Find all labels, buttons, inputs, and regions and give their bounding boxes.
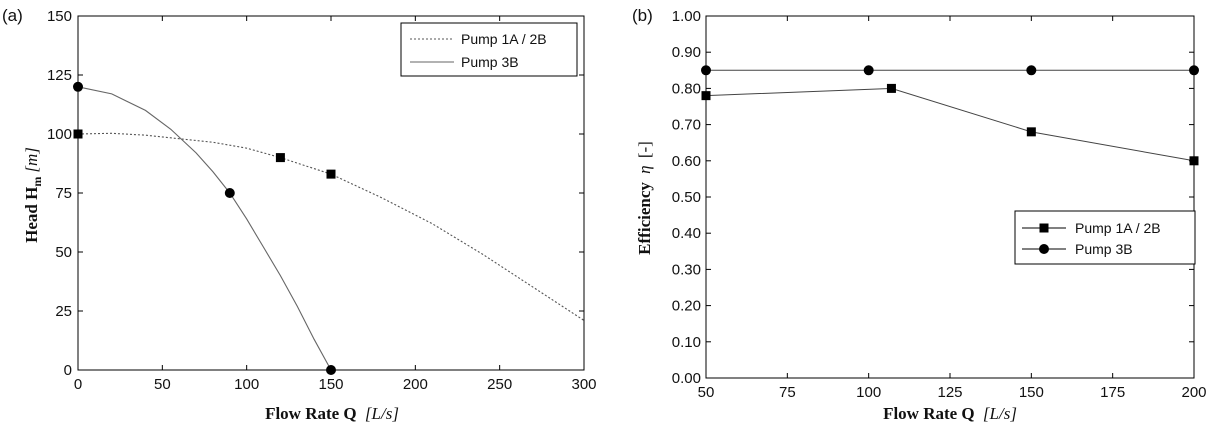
panel-a-series: [73, 81, 585, 375]
panel-b-ylabel: Efficiency η [-]: [635, 141, 654, 255]
panel-b-legend-circle-marker: [1039, 244, 1049, 254]
data-point-pump-1a-2b: [73, 129, 83, 139]
panel-b-ytick-label: 0.40: [672, 225, 701, 242]
panel-a-legend: Pump 1A / 2B Pump 3B: [400, 22, 578, 77]
panel-b-ytick-label: 0.50: [672, 189, 701, 206]
panel-a-ticks: [77, 15, 585, 371]
panel-b-ytick-label: 0.30: [672, 261, 701, 278]
panel-a-xlabel: Flow Rate Q [L/s]: [265, 404, 399, 423]
panel-a-legend-label-pump-1a-2b: Pump 1A / 2B: [461, 31, 547, 47]
panel-a-xtick-label: 0: [74, 376, 82, 393]
panel-a-legend-label-pump-3b: Pump 3B: [461, 54, 519, 70]
panel-b-xtick-label: 175: [1100, 384, 1125, 401]
panel-b-ytick-label: 0.90: [672, 44, 701, 61]
panel-a-label: (a): [2, 6, 23, 25]
data-point-pump-3b: [863, 65, 874, 76]
panel-a-ytick-label: 150: [47, 8, 72, 25]
series-line-pump-1a-2b: [705, 87, 1195, 162]
data-point-pump-1a-2b: [886, 83, 896, 93]
panel-a-tick-labels: 0 50 100 150 200 250 300 0 25 50 75 100 125 150: [47, 8, 597, 393]
panel-b-xtick-label: 125: [937, 384, 962, 401]
data-point-pump-3b: [701, 65, 711, 76]
panel-b-ytick-label: 0.70: [672, 117, 701, 134]
series-line-pump-3b: [77, 86, 332, 371]
panel-b-legend-label-pump-3b: Pump 3B: [1075, 241, 1133, 257]
panel-b-ytick-label: 0.00: [672, 370, 701, 387]
panel-a-xtick-label: 150: [318, 376, 343, 393]
data-point-pump-1a-2b: [275, 153, 285, 163]
panel-a-ylabel: Head Hm[m]: [22, 147, 44, 243]
panel-a-legend-box: [400, 22, 578, 77]
panel-a-ytick-label: 50: [55, 244, 72, 261]
data-point-pump-3b: [73, 81, 83, 92]
panel-b-xtick-label: 100: [856, 384, 881, 401]
panel-b-ytick-label: 0.80: [672, 80, 701, 97]
panel-b-ytick-label: 0.10: [672, 334, 701, 351]
panel-b-legend-box: [1014, 210, 1196, 265]
panel-b-legend-square-marker: [1039, 223, 1049, 233]
data-point-pump-3b: [224, 188, 235, 198]
series-line-pump-1a-2b: [77, 132, 585, 321]
data-point-pump-1a-2b: [701, 91, 711, 101]
panel-b-ytick-label: 0.20: [672, 298, 701, 315]
data-point-pump-1a-2b: [1189, 156, 1199, 166]
panel-a: (a) 0 50 100 150 200 250 300 0 25 50 75 100 125 150 F…: [2, 6, 597, 423]
panel-b-xtick-label: 200: [1181, 384, 1206, 401]
panel-b-xtick-label: 50: [698, 384, 715, 401]
data-point-pump-1a-2b: [1026, 127, 1036, 137]
panel-b: (b) 50 75 100 125 150 175 200 0.00 0.10 0.20 0.30 0…: [632, 6, 1207, 423]
panel-a-ytick-label: 0: [64, 362, 72, 379]
data-point-pump-3b: [326, 365, 336, 375]
panel-a-xtick-label: 250: [487, 376, 512, 393]
panel-b-ytick-label: 1.00: [672, 8, 701, 25]
panel-a-ytick-label: 100: [47, 126, 72, 143]
panel-b-legend: Pump 1A / 2B Pump 3B: [1014, 210, 1196, 265]
panel-b-series: [701, 65, 1199, 166]
panel-b-xtick-label: 75: [779, 384, 796, 401]
data-point-pump-3b: [1026, 65, 1037, 76]
panel-b-ticks: [705, 15, 1195, 379]
panel-a-ytick-label: 25: [55, 303, 72, 320]
panel-a-xtick-label: 200: [403, 376, 428, 393]
panel-a-ytick-label: 75: [55, 185, 72, 202]
panel-b-tick-labels: 50 75 100 125 150 175 200 0.00 0.10 0.20 0.30 0.40 0…: [672, 8, 1207, 401]
panel-b-ytick-label: 0.60: [672, 153, 701, 170]
panel-a-xtick-label: 50: [154, 376, 171, 393]
panel-a-xtick-label: 300: [571, 376, 596, 393]
panel-b-label: (b): [632, 6, 653, 25]
panel-a-ytick-label: 125: [47, 67, 72, 84]
panel-b-xtick-label: 150: [1019, 384, 1044, 401]
data-point-pump-1a-2b: [326, 169, 336, 179]
panel-b-xlabel: Flow Rate Q [L/s]: [883, 404, 1017, 423]
panel-a-xtick-label: 100: [234, 376, 259, 393]
panel-b-legend-label-pump-1a-2b: Pump 1A / 2B: [1075, 220, 1161, 236]
data-point-pump-3b: [1189, 65, 1199, 76]
